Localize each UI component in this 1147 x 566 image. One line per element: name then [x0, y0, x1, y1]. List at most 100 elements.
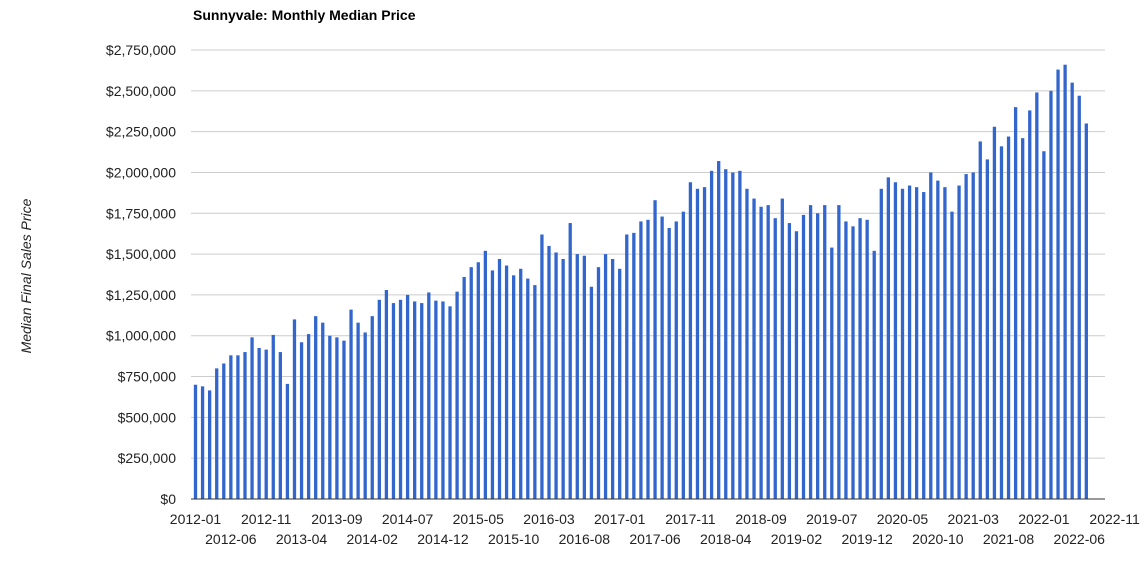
bar	[639, 221, 643, 499]
x-tick-label: 2020-05	[877, 511, 929, 527]
x-tick-label: 2014-12	[417, 531, 469, 547]
x-tick-label: 2020-10	[912, 531, 964, 547]
bar	[540, 234, 544, 500]
bar	[1077, 95, 1081, 499]
bar	[745, 188, 749, 500]
bar	[257, 347, 261, 499]
bar	[222, 363, 226, 499]
bar	[717, 161, 721, 499]
bar	[582, 255, 586, 499]
bar	[554, 252, 558, 499]
bar	[363, 332, 367, 499]
bar	[306, 334, 311, 499]
bar	[851, 226, 855, 500]
bar	[1042, 151, 1046, 499]
bar	[731, 172, 735, 500]
bar	[950, 211, 954, 499]
bar	[709, 170, 714, 499]
bar	[844, 221, 848, 499]
bar	[455, 291, 459, 499]
bar	[957, 185, 961, 499]
bar	[476, 262, 480, 499]
x-tick-label: 2022-01	[1018, 511, 1070, 527]
bar	[434, 300, 438, 499]
bar	[1070, 82, 1074, 500]
x-tick-label: 2017-01	[594, 511, 646, 527]
bar	[872, 250, 876, 499]
bar	[292, 319, 297, 499]
bar	[837, 205, 841, 500]
bar	[830, 247, 834, 499]
bar	[816, 213, 820, 500]
bar	[547, 245, 551, 499]
bar	[886, 177, 891, 499]
x-tick-label: 2015-05	[453, 511, 505, 527]
bar	[674, 221, 678, 499]
y-tick-label: $0	[160, 491, 176, 507]
bar	[992, 126, 997, 499]
bar	[193, 384, 198, 499]
bar	[398, 299, 403, 499]
x-tick-label: 2019-02	[771, 531, 823, 547]
bar	[469, 267, 473, 499]
bar	[1013, 107, 1018, 500]
bar	[823, 205, 827, 500]
bar	[985, 159, 989, 499]
bar	[568, 223, 572, 499]
bar	[858, 218, 862, 500]
bar	[752, 198, 756, 499]
bar	[504, 265, 509, 499]
y-tick-label: $2,750,000	[106, 42, 176, 58]
bar	[575, 254, 579, 499]
bar	[667, 227, 671, 499]
bar	[964, 174, 968, 499]
bar	[688, 182, 693, 499]
bar	[914, 187, 919, 499]
x-tick-label: 2014-02	[347, 531, 399, 547]
y-tick-label: $1,750,000	[106, 205, 176, 221]
bar	[299, 342, 304, 499]
bar	[724, 169, 728, 499]
chart-title: Sunnyvale: Monthly Median Price	[193, 7, 416, 23]
bar	[236, 355, 240, 499]
bar	[702, 187, 707, 499]
y-tick-labels: $0 $250,000 $500,000 $750,000 $1,000,000 $1,2…	[106, 42, 176, 507]
bar	[1035, 92, 1039, 499]
x-tick-label: 2013-04	[276, 531, 328, 547]
bar	[526, 278, 530, 499]
bar	[377, 299, 381, 499]
y-tick-label: $1,000,000	[106, 328, 176, 344]
bar	[519, 268, 523, 499]
bar	[1049, 90, 1053, 500]
bar	[1028, 110, 1032, 499]
bar	[922, 192, 926, 499]
bar	[207, 390, 212, 499]
bar	[314, 316, 318, 499]
bar	[893, 182, 898, 499]
x-tick-label: 2012-11	[241, 511, 292, 527]
bar	[483, 250, 488, 499]
bar	[907, 185, 912, 499]
x-tick-label: 2022-06	[1054, 531, 1106, 547]
bar	[780, 198, 784, 499]
y-tick-label: $500,000	[118, 409, 177, 425]
bar	[1084, 123, 1088, 500]
bar	[328, 335, 332, 499]
bar	[618, 268, 622, 499]
bar	[589, 286, 594, 499]
bar	[250, 337, 254, 499]
y-tick-label: $250,000	[118, 450, 177, 466]
y-tick-label: $2,500,000	[106, 83, 176, 99]
x-tick-label: 2015-10	[488, 531, 540, 547]
bar	[200, 386, 205, 499]
bar	[413, 301, 417, 499]
bar	[1056, 69, 1060, 500]
bar	[603, 254, 608, 499]
bar	[646, 219, 650, 499]
bar	[632, 232, 636, 499]
bar	[384, 290, 389, 499]
bar	[978, 141, 982, 499]
x-tick-label: 2014-07	[382, 511, 434, 527]
x-tick-label: 2012-06	[205, 531, 257, 547]
bar	[929, 172, 933, 500]
